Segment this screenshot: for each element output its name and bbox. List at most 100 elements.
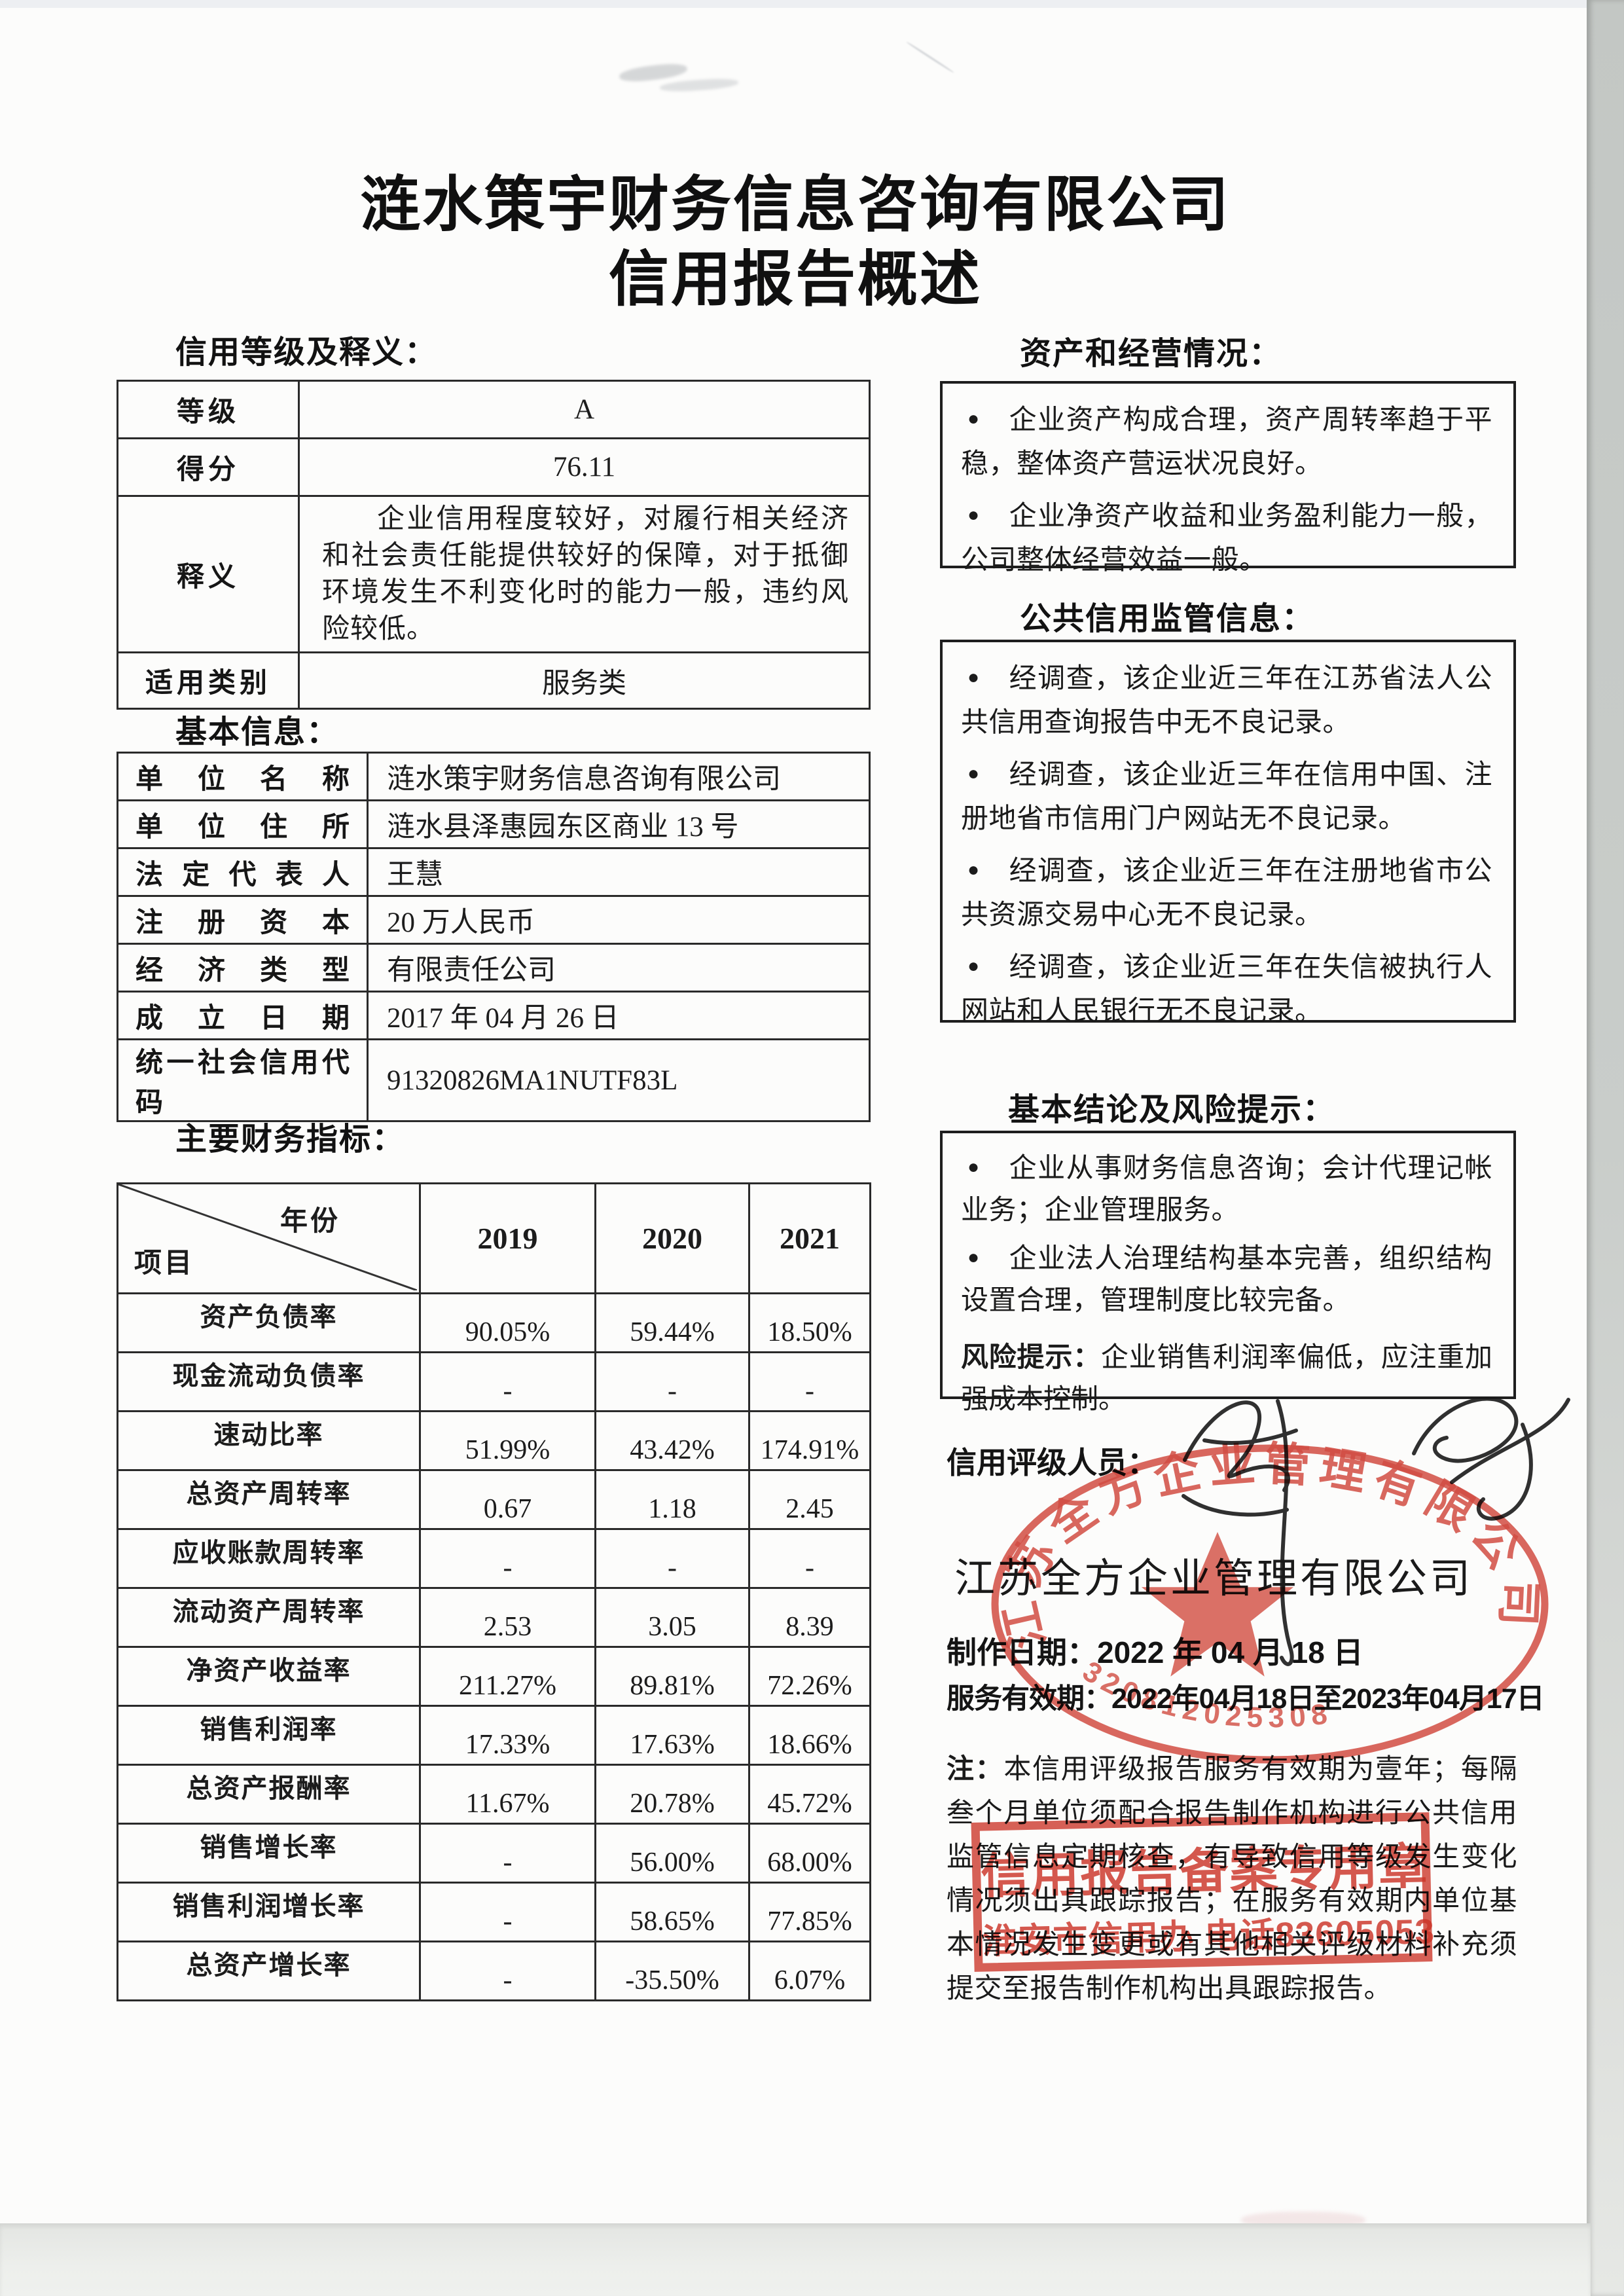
bullet-item: ● 企业法人治理结构基本完善，组织结构设置合理，管理制度比较完备。 <box>961 1237 1492 1322</box>
bullet-text: 经调查，该企业近三年在注册地省市公共资源交易中心无不良记录。 <box>961 856 1492 930</box>
footnote: 注：本信用评级报告服务有效期为壹年；每隔叁个月单位须配合报告制作机构进行公共信用… <box>947 1747 1517 2011</box>
indicator-value: 43.42% <box>594 1410 750 1471</box>
indicator-value: 72.26% <box>748 1646 871 1707</box>
conclusion-box: ● 企业从事财务信息咨询；会计代理记帐业务；企业管理服务。 ● 企业法人治理结构基本… <box>940 1131 1516 1415</box>
indicator-value: - <box>419 1941 596 2001</box>
made-date-label: 制作日期： <box>947 1635 1097 1669</box>
table-row: 资产负债率 90.05% 59.44% 18.50% <box>117 1292 871 1353</box>
indicator-label: 流动资产周转率 <box>117 1587 421 1648</box>
table-row: 流动资产周转率 2.53 3.05 8.39 <box>117 1587 871 1648</box>
section-heading-public-credit: 公共信用监管信息： <box>1020 602 1315 636</box>
indicator-value: - <box>594 1528 750 1589</box>
financial-table: 年份 项目 2019 2020 2021 资产负债率 90.05% 59.44%… <box>117 1182 871 2001</box>
rect-stamp-line1: 信用报告备案专用章 <box>980 1839 1430 1904</box>
table-row: 适用类别 服务类 <box>117 651 871 710</box>
row-value: 91320826MA1NUTF83L <box>367 1038 871 1122</box>
indicator-value: 59.44% <box>594 1292 750 1353</box>
seal-star-icon <box>1141 1532 1294 1677</box>
indicator-value: - <box>748 1351 871 1412</box>
row-label: 单位住所 <box>117 799 369 849</box>
row-label: 适用类别 <box>117 651 300 710</box>
bullet-text: 经调查，该企业近三年在失信被执行人网站和人民银行无不良记录。 <box>961 953 1492 1027</box>
page-title-line1: 涟水策宇财务信息咨询有限公司 <box>359 172 1231 238</box>
bullet-text: 经调查，该企业近三年在信用中国、注册地省市信用门户网站无不良记录。 <box>961 760 1492 834</box>
indicator-value: - <box>748 1528 871 1589</box>
risk-text: 企业销售利润率偏低，应注重加强成本控制。 <box>961 1343 1492 1415</box>
indicator-value: 56.00% <box>594 1823 750 1884</box>
seal-ring <box>991 1444 1549 1764</box>
bullet-item: ● 经调查，该企业近三年在失信被执行人网站和人民银行无不良记录。 <box>961 944 1492 1034</box>
bullet-icon: ● <box>967 1156 980 1178</box>
year-header: 2020 <box>594 1182 750 1294</box>
row-value: A <box>298 380 871 439</box>
indicator-value: - <box>419 1823 596 1884</box>
company-round-seal: 江苏全方企业管理有限公司 320812025308 <box>982 1438 1558 1768</box>
indicator-value: 211.27% <box>419 1646 596 1707</box>
indicator-value: 45.72% <box>748 1764 871 1825</box>
table-row: 成立日期 2017 年 04 月 26 日 <box>117 991 871 1040</box>
bullet-item: ● 经调查，该企业近三年在注册地省市公共资源交易中心无不良记录。 <box>961 848 1492 938</box>
indicator-value: 8.39 <box>748 1587 871 1648</box>
section-heading-financial: 主要财务指标： <box>175 1122 405 1157</box>
indicator-label: 销售利润率 <box>117 1705 421 1766</box>
indicator-label: 销售增长率 <box>117 1823 421 1884</box>
indicator-label: 总资产周转率 <box>117 1469 421 1530</box>
filing-rect-stamp: 信用报告备案专用章 淮安市信用办 电话83605053 <box>971 1812 1435 1972</box>
indicator-value: 3.05 <box>594 1587 750 1648</box>
indicator-value: 6.07% <box>748 1941 871 2001</box>
table-row: 法定代表人 王慧 <box>117 847 871 897</box>
risk-note: 风险提示：企业销售利润率偏低，应注重加强成本控制。 <box>961 1336 1492 1421</box>
indicator-value: 58.65% <box>594 1882 750 1942</box>
validity-label: 服务有效期： <box>947 1683 1112 1715</box>
risk-label: 风险提示： <box>961 1341 1101 1372</box>
scan-right-edge <box>1587 0 1624 2296</box>
diagonal-header-cell: 年份 项目 <box>117 1182 421 1294</box>
bullet-icon: ● <box>967 1247 980 1268</box>
table-row: 等级 A <box>117 380 871 439</box>
indicator-value: 0.67 <box>419 1469 596 1530</box>
table-row: 速动比率 51.99% 43.42% 174.91% <box>117 1410 871 1471</box>
rect-stamp-line2: 淮安市信用办 电话83605053 <box>981 1912 1435 1961</box>
indicator-value: - <box>594 1351 750 1412</box>
bullet-item: ● 企业净资产收益和业务盈利能力一般，公司整体经营效益一般。 <box>961 493 1492 583</box>
indicator-value: 2.53 <box>419 1587 596 1648</box>
corner-label-item: 项目 <box>134 1247 195 1278</box>
indicator-label: 净资产收益率 <box>117 1646 421 1707</box>
indicator-label: 销售利润增长率 <box>117 1882 421 1942</box>
bullet-icon: ● <box>967 763 980 784</box>
row-label: 经济类型 <box>117 943 369 993</box>
indicator-value: 89.81% <box>594 1646 750 1707</box>
indicator-label: 速动比率 <box>117 1410 421 1471</box>
bullet-text: 企业从事财务信息咨询；会计代理记帐业务；企业管理服务。 <box>961 1154 1492 1226</box>
indicator-value: 77.85% <box>748 1882 871 1942</box>
made-date-line: 制作日期：2022 年 04 月 18 日 <box>947 1629 1363 1672</box>
table-row: 单位住所 涟水县泽惠园东区商业 13 号 <box>117 799 871 849</box>
bullet-icon: ● <box>967 408 980 429</box>
indicator-value: 51.99% <box>419 1410 596 1471</box>
row-value: 王慧 <box>367 847 871 897</box>
table-row: 现金流动负债率 - - - <box>117 1351 871 1412</box>
bullet-icon: ● <box>967 859 980 881</box>
row-label: 成立日期 <box>117 991 369 1040</box>
table-row: 总资产报酬率 11.67% 20.78% 45.72% <box>117 1764 871 1825</box>
table-row: 销售增长率 - 56.00% 68.00% <box>117 1823 871 1884</box>
table-row: 释义 企业信用程度较好，对履行相关经济和社会责任能提供较好的保障，对于抵御环境发… <box>117 495 871 653</box>
table-row: 总资产周转率 0.67 1.18 2.45 <box>117 1469 871 1530</box>
indicator-value: 17.63% <box>594 1705 750 1766</box>
indicator-value: 18.50% <box>748 1292 871 1353</box>
indicator-value: 68.00% <box>748 1823 871 1884</box>
indicator-label: 现金流动负债率 <box>117 1351 421 1412</box>
bullet-item: ● 经调查，该企业近三年在江苏省法人公共信用查询报告中无不良记录。 <box>961 655 1492 745</box>
bullet-text: 企业法人治理结构基本完善，组织结构设置合理，管理制度比较完备。 <box>961 1244 1492 1316</box>
assets-ops-box: ● 企业资产构成合理，资产周转率趋于平稳，整体资产营运状况良好。 ● 企业净资产收益… <box>940 381 1516 575</box>
indicator-value: - <box>419 1351 596 1412</box>
section-heading-conclusion: 基本结论及风险提示： <box>1008 1093 1336 1127</box>
seal-ring-text: 江苏全方企业管理有限公司 <box>992 1440 1545 1653</box>
section-heading-basic-info: 基本信息： <box>175 715 340 750</box>
row-value: 涟水县泽惠园东区商业 13 号 <box>367 799 871 849</box>
table-row: 得分 76.11 <box>117 437 871 497</box>
row-value: 有限责任公司 <box>367 943 871 993</box>
bullet-item: ● 经调查，该企业近三年在信用中国、注册地省市信用门户网站无不良记录。 <box>961 752 1492 841</box>
bullet-text: 企业净资产收益和业务盈利能力一般，公司整体经营效益一般。 <box>961 501 1492 575</box>
row-label: 得分 <box>117 437 300 497</box>
